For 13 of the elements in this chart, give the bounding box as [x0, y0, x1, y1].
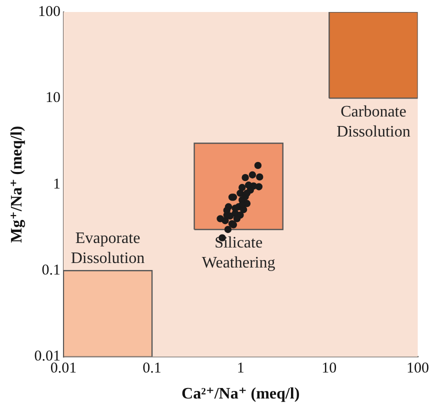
x-tick-label: 1 — [236, 360, 244, 377]
x-axis-title: Ca²⁺/Na⁺ (meq/l) — [182, 386, 300, 403]
y-tick-label: 0.1 — [42, 262, 60, 279]
y-tick-label: 10 — [45, 90, 60, 106]
y-tick-label: 100 — [38, 4, 60, 20]
series-label: Carbonate Dissolution — [336, 103, 410, 140]
y-tick-label: 1 — [52, 176, 60, 192]
series-label: Silicate Weathering — [202, 234, 276, 272]
x-tick-label: 0.1 — [142, 360, 162, 377]
x-tick-label: 10 — [322, 360, 337, 377]
y-axis-title: Mg⁺/Na⁺ (meq/l) — [8, 126, 26, 243]
x-tick-label: 100 — [406, 360, 429, 377]
series-label: Evaporate Dissolution — [70, 230, 145, 267]
